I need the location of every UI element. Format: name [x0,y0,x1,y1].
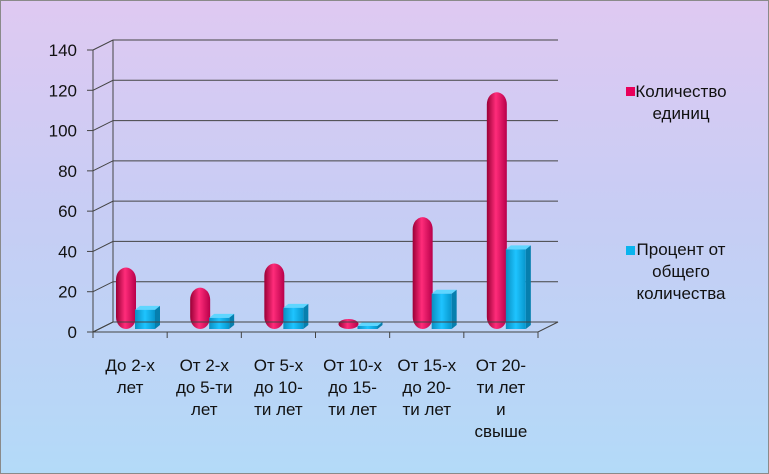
bar-percent-side-4 [451,289,457,329]
x-category-label-4: От 15-х до 20-ти лет [397,356,456,419]
bar-units-4 [412,217,433,329]
legend-label-units-line-1: Количество [635,82,727,101]
bar-percent-top-3 [357,322,383,326]
y-tick-label-140: 140 [49,41,77,60]
gridline-120 [92,79,558,91]
y-tick-label-20: 20 [58,283,77,302]
bar-percent-side-1 [229,313,235,329]
x-category-label-5: От 20-ти лет и свыше [474,356,527,441]
bar-units-5 [486,92,507,330]
x-category-label-3: От 10-х до 15-ти лет [323,356,382,419]
x-axis-floor [92,321,559,333]
bar-percent-5 [505,249,526,329]
legend-label-percent-line-2: общего [652,262,710,281]
bar-percent-0 [135,309,155,329]
bar-units-2 [264,263,285,329]
bar-units-0 [116,267,136,329]
y-tick-label-0: 0 [68,323,77,342]
legend-label-percent-line-3: количества [636,284,726,303]
legend-label-units: Количество единиц [621,81,741,125]
bar-percent-side-5 [525,245,531,329]
y-tick-label-60: 60 [58,202,77,221]
bar-percent-side-2 [303,303,309,329]
bar-percent-side-0 [155,305,160,329]
bar-percent-side-3 [377,322,383,329]
y-tick-label-120: 120 [49,81,77,100]
bar-percent-top-0 [135,305,160,310]
y-tick-label-100: 100 [49,122,77,141]
bar-percent-top-5 [505,245,531,250]
x-category-label-1: От 2-х до 5-ти лет [176,356,233,419]
bar-percent-top-4 [431,289,457,294]
x-category-label-2: От 5-х до 10-ти лет [254,356,304,419]
legend-key-units [626,87,635,96]
y-tick-label-40: 40 [58,242,77,261]
bar-percent-4 [431,293,452,329]
bar-units-3 [338,319,359,329]
bar-percent-top-1 [209,313,235,318]
legend-label-percent: Процент от общего количества [621,239,741,305]
bar-percent-1 [209,317,230,329]
legend-key-percent [626,246,635,255]
bar-percent-2 [283,307,304,329]
bar-percent-top-2 [283,303,309,308]
legend-label-units-line-2: единиц [652,104,710,123]
bar-percent-3 [357,326,378,329]
x-category-label-0: До 2-х лет [105,356,155,397]
legend-label-percent-line-1: Процент от [636,240,726,259]
bar-units-1 [190,287,211,329]
gridline-140 [92,39,558,51]
y-tick-label-80: 80 [58,162,77,181]
gridline-0 [92,321,558,333]
